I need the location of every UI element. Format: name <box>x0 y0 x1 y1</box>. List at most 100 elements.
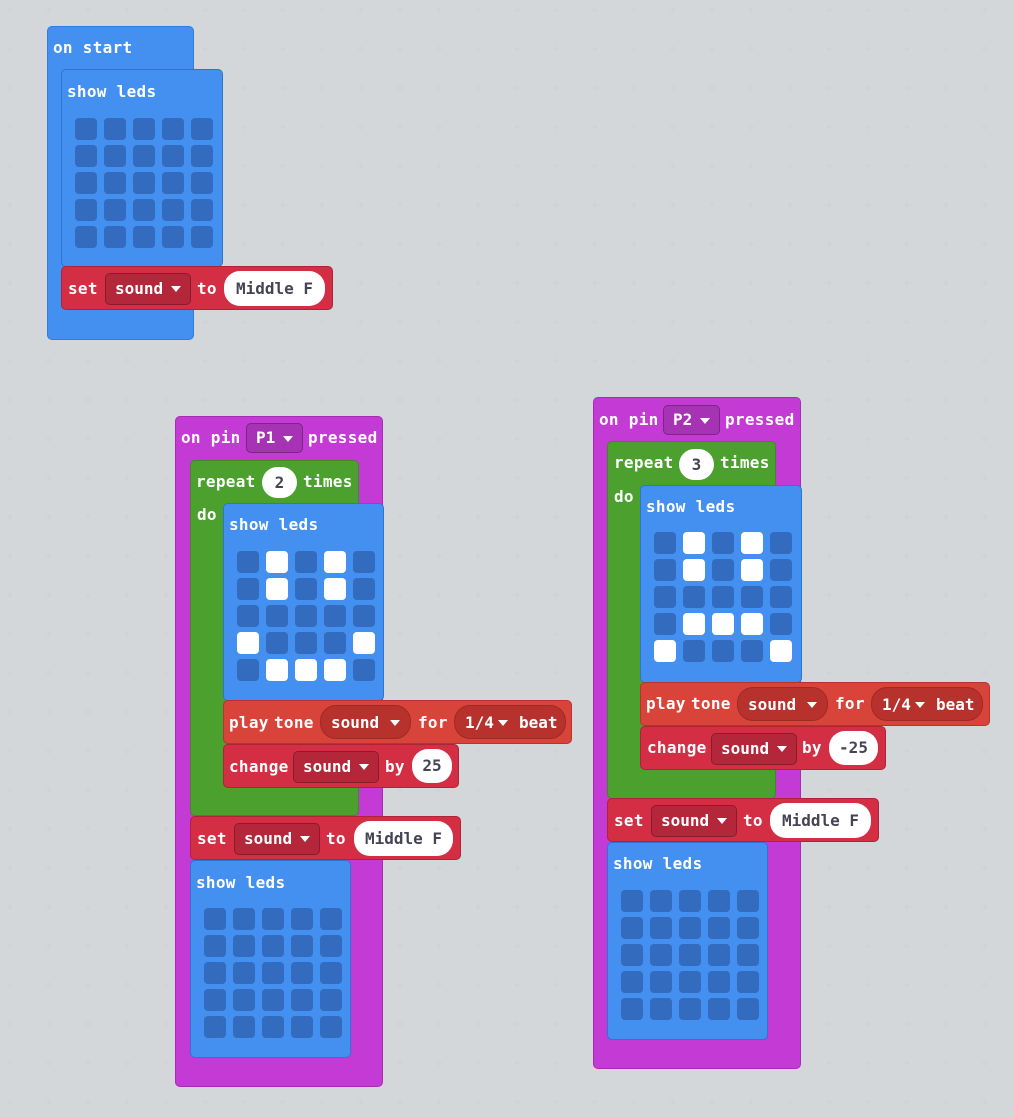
led-cell[interactable] <box>621 917 643 939</box>
led-cell[interactable] <box>737 944 759 966</box>
led-cell[interactable] <box>650 971 672 993</box>
led-cell[interactable] <box>191 145 213 167</box>
led-cell[interactable] <box>712 532 734 554</box>
led-cell[interactable] <box>237 632 259 654</box>
led-grid[interactable] <box>621 890 766 1030</box>
led-cell[interactable] <box>679 944 701 966</box>
led-cell[interactable] <box>741 532 763 554</box>
led-cell[interactable] <box>353 659 375 681</box>
led-cell[interactable] <box>237 551 259 573</box>
led-cell[interactable] <box>162 199 184 221</box>
led-cell[interactable] <box>295 632 317 654</box>
led-cell[interactable] <box>320 935 342 957</box>
led-cell[interactable] <box>737 890 759 912</box>
led-cell[interactable] <box>237 659 259 681</box>
led-cell[interactable] <box>191 172 213 194</box>
led-cell[interactable] <box>266 578 288 600</box>
led-cell[interactable] <box>324 551 346 573</box>
led-cell[interactable] <box>237 578 259 600</box>
pin-dropdown[interactable]: P2 <box>663 405 720 435</box>
beat-dropdown[interactable]: 1/4 beat <box>454 705 566 739</box>
note-value-field[interactable]: Middle F <box>354 821 453 856</box>
change-by-field[interactable]: -25 <box>829 731 878 765</box>
led-cell[interactable] <box>204 1016 226 1038</box>
led-cell[interactable] <box>708 890 730 912</box>
led-cell[interactable] <box>741 586 763 608</box>
led-cell[interactable] <box>654 586 676 608</box>
led-cell[interactable] <box>712 613 734 635</box>
led-cell[interactable] <box>266 632 288 654</box>
led-cell[interactable] <box>295 551 317 573</box>
led-cell[interactable] <box>320 962 342 984</box>
led-cell[interactable] <box>683 613 705 635</box>
repeat-count-field[interactable]: 3 <box>679 449 714 480</box>
change-by-field[interactable]: 25 <box>412 749 452 783</box>
led-cell[interactable] <box>291 908 313 930</box>
led-grid[interactable] <box>237 551 382 691</box>
variable-dropdown[interactable]: sound <box>293 751 379 783</box>
led-cell[interactable] <box>191 226 213 248</box>
repeat-count-field[interactable]: 2 <box>262 467 297 498</box>
led-cell[interactable] <box>679 998 701 1020</box>
led-cell[interactable] <box>683 586 705 608</box>
led-cell[interactable] <box>133 199 155 221</box>
led-cell[interactable] <box>162 145 184 167</box>
led-cell[interactable] <box>204 989 226 1011</box>
led-cell[interactable] <box>770 640 792 662</box>
led-cell[interactable] <box>320 1016 342 1038</box>
led-cell[interactable] <box>712 586 734 608</box>
led-cell[interactable] <box>324 632 346 654</box>
led-cell[interactable] <box>162 118 184 140</box>
led-cell[interactable] <box>324 659 346 681</box>
led-cell[interactable] <box>654 559 676 581</box>
led-cell[interactable] <box>741 640 763 662</box>
led-cell[interactable] <box>621 890 643 912</box>
led-cell[interactable] <box>262 989 284 1011</box>
led-cell[interactable] <box>295 578 317 600</box>
led-cell[interactable] <box>266 659 288 681</box>
led-cell[interactable] <box>650 944 672 966</box>
led-cell[interactable] <box>621 944 643 966</box>
led-cell[interactable] <box>162 226 184 248</box>
led-cell[interactable] <box>650 998 672 1020</box>
led-cell[interactable] <box>708 971 730 993</box>
led-cell[interactable] <box>104 118 126 140</box>
led-cell[interactable] <box>770 586 792 608</box>
led-cell[interactable] <box>233 908 255 930</box>
led-cell[interactable] <box>291 935 313 957</box>
led-cell[interactable] <box>708 998 730 1020</box>
tone-variable-dropdown[interactable]: sound <box>320 705 411 739</box>
led-cell[interactable] <box>679 890 701 912</box>
note-value-field[interactable]: Middle F <box>770 803 871 838</box>
led-cell[interactable] <box>353 632 375 654</box>
pin-dropdown[interactable]: P1 <box>246 423 303 453</box>
led-cell[interactable] <box>191 118 213 140</box>
led-cell[interactable] <box>741 613 763 635</box>
led-cell[interactable] <box>104 226 126 248</box>
led-cell[interactable] <box>233 935 255 957</box>
led-cell[interactable] <box>621 998 643 1020</box>
led-cell[interactable] <box>320 989 342 1011</box>
led-cell[interactable] <box>679 971 701 993</box>
led-cell[interactable] <box>204 962 226 984</box>
led-cell[interactable] <box>133 226 155 248</box>
led-cell[interactable] <box>75 226 97 248</box>
led-cell[interactable] <box>75 118 97 140</box>
led-cell[interactable] <box>353 578 375 600</box>
led-grid[interactable] <box>204 908 349 1048</box>
led-cell[interactable] <box>683 559 705 581</box>
note-value-field[interactable]: Middle F <box>224 271 325 306</box>
led-cell[interactable] <box>104 145 126 167</box>
led-cell[interactable] <box>262 1016 284 1038</box>
led-cell[interactable] <box>737 998 759 1020</box>
led-cell[interactable] <box>291 1016 313 1038</box>
led-cell[interactable] <box>75 145 97 167</box>
led-cell[interactable] <box>621 971 643 993</box>
led-cell[interactable] <box>708 917 730 939</box>
led-cell[interactable] <box>708 944 730 966</box>
led-cell[interactable] <box>770 532 792 554</box>
led-grid[interactable] <box>75 118 220 258</box>
led-cell[interactable] <box>237 605 259 627</box>
led-cell[interactable] <box>679 917 701 939</box>
led-cell[interactable] <box>233 962 255 984</box>
